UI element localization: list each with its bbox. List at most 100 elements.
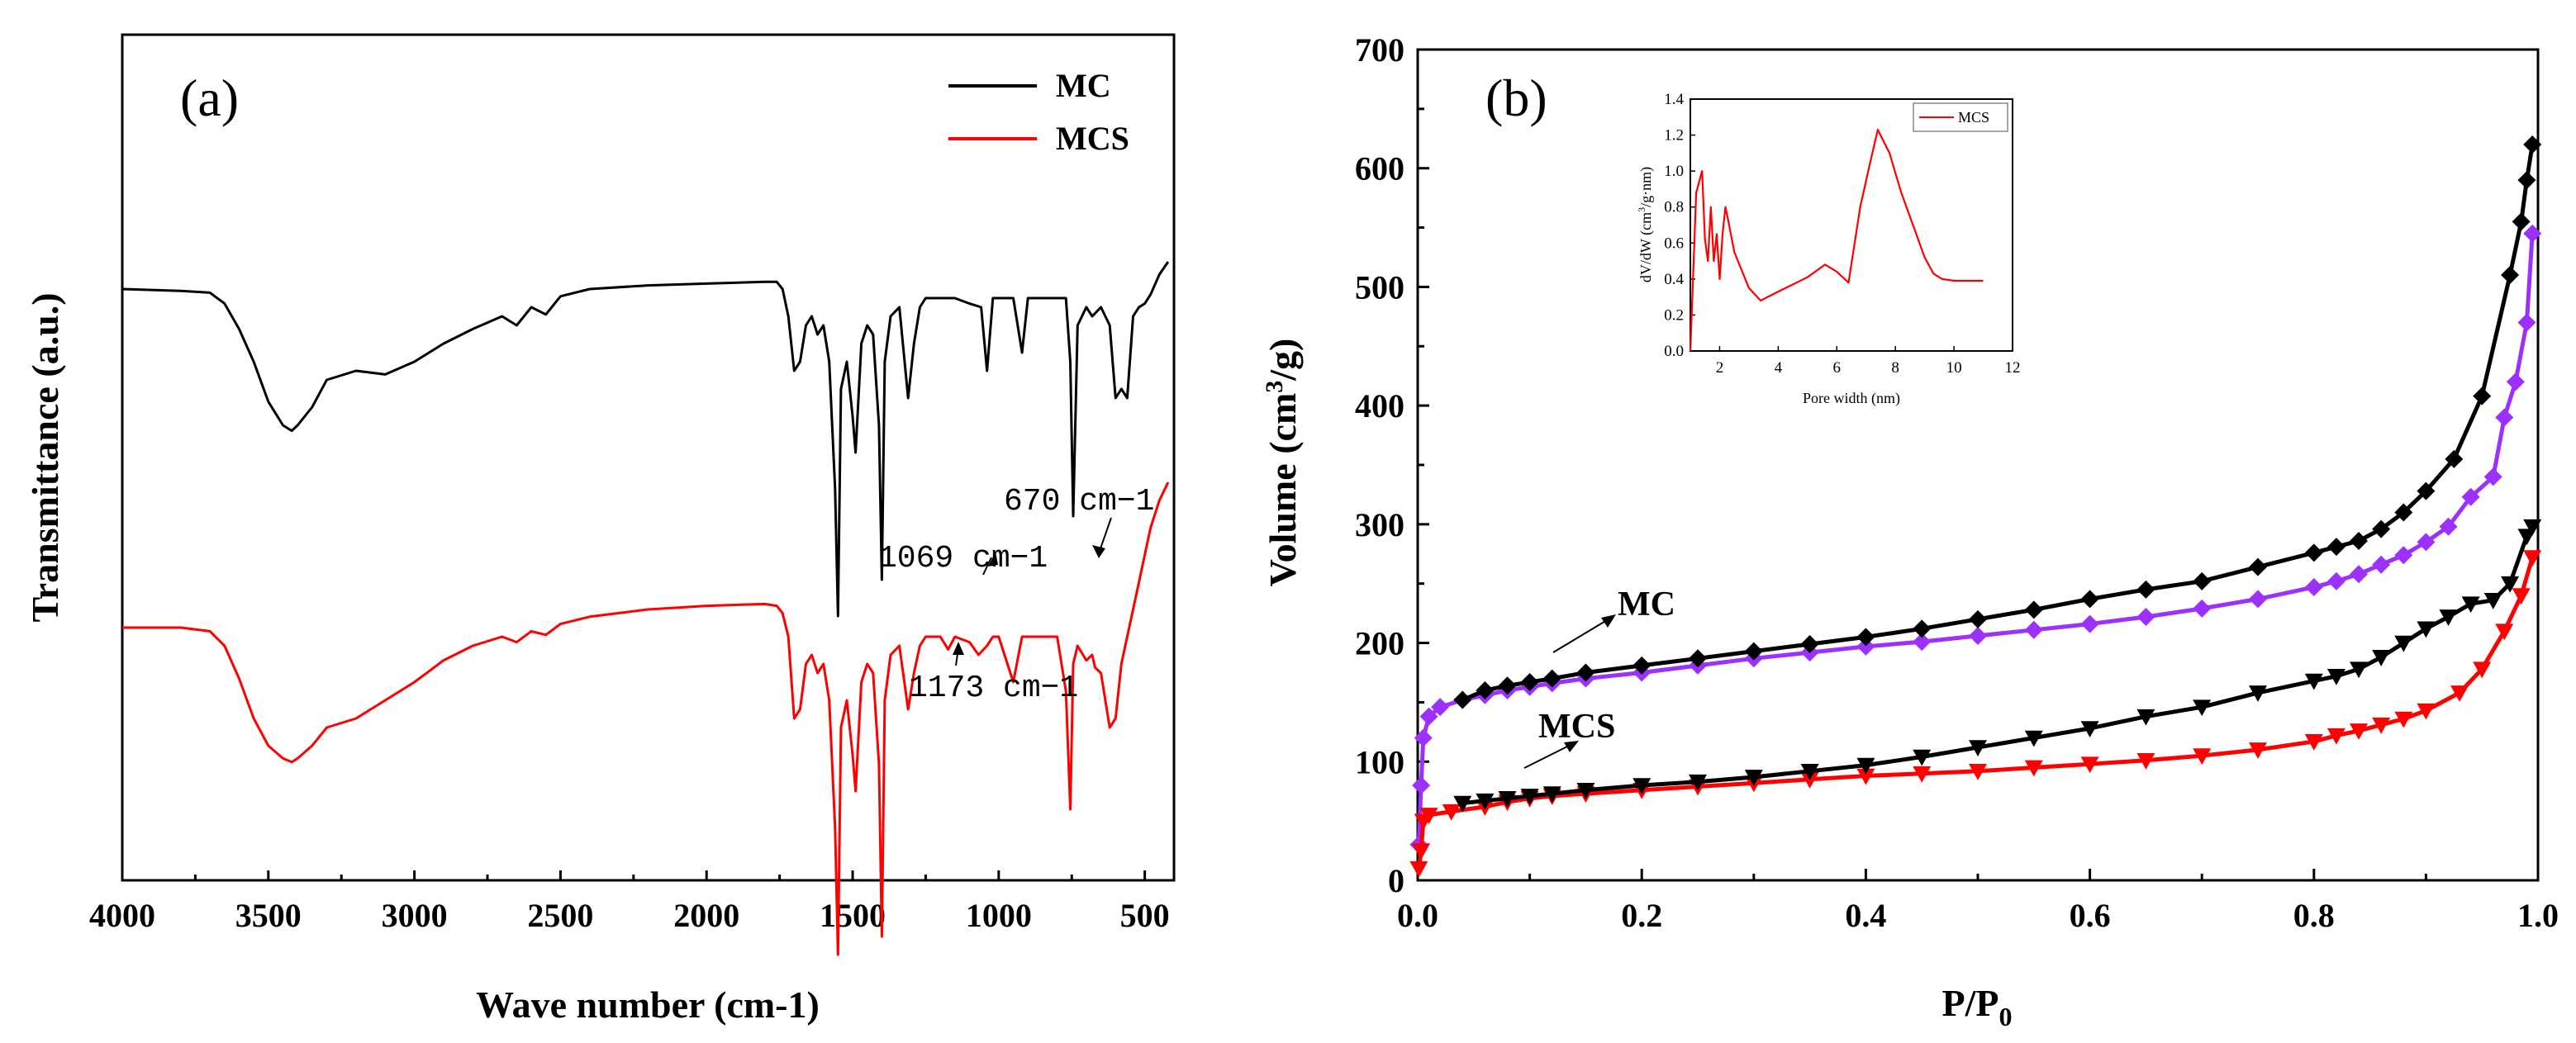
spectrum-mcs <box>122 481 1170 956</box>
inset-y-tick-label: 0.6 <box>1664 235 1684 252</box>
panel-b-x-tick-label: 1.0 <box>2517 897 2559 934</box>
isotherm-point <box>2080 614 2099 633</box>
panel-b-y-tick-label: 500 <box>1355 268 1404 306</box>
isotherm-point <box>2136 580 2155 599</box>
isotherm-point <box>1856 757 1875 775</box>
isotherm-point <box>2461 596 2480 614</box>
annotation-1173: 1173 cm−1 <box>909 671 1078 706</box>
panel-b-y-tick-label: 700 <box>1355 31 1404 69</box>
isotherm-point <box>1800 772 1819 789</box>
inset-ticks: 2 4 6 8 10 12 0.0 0.2 0.4 0.6 0.8 1.0 1.2 1.4 <box>1664 91 2020 377</box>
panel-a-series <box>121 261 1170 956</box>
isotherm-point <box>2394 503 2413 522</box>
isotherm-point <box>1800 763 1819 780</box>
panel-b-x-tick-label: 0.0 <box>1397 897 1438 934</box>
panel-b-y-tick-label: 100 <box>1355 743 1404 780</box>
isotherm-point <box>2326 669 2345 685</box>
annotation-1173-arrowhead <box>953 642 964 655</box>
inset-x-tick-label: 4 <box>1775 359 1783 377</box>
panel-b-x-tick-label: 0.8 <box>2293 897 2335 934</box>
inset-y-tick-label: 0.2 <box>1664 306 1684 324</box>
isotherm-point <box>1856 628 1875 647</box>
isotherm-point <box>2249 685 2267 702</box>
isotherm-point <box>2523 519 2542 536</box>
isotherm-point <box>2024 760 2043 777</box>
panel-a-frame <box>121 33 1176 882</box>
panel-b: 0.0 0.2 0.4 0.6 0.8 1.0 0 100 200 300 400 500 600 700… <box>1261 31 2559 1031</box>
inset-x-tick-label: 6 <box>1833 359 1842 377</box>
panel-a-x-tick-label: 1500 <box>820 897 886 934</box>
isotherm-point <box>2193 748 2212 766</box>
isotherm-point <box>2512 212 2531 231</box>
isotherm-point <box>1476 681 1495 700</box>
isotherm-point <box>2461 487 2480 506</box>
panel-b-y-axis-label: Volume (cm3/g) <box>1261 339 1304 587</box>
inset-series <box>1689 128 1984 352</box>
isotherm-point <box>2512 588 2531 605</box>
panel-a-x-tick-label: 3000 <box>382 897 448 934</box>
isotherm-point <box>1476 793 1495 810</box>
isotherm-point <box>1576 663 1595 682</box>
isotherm-point <box>2136 709 2155 726</box>
isotherm-point <box>2024 600 2043 619</box>
isotherm-point <box>2249 742 2267 759</box>
panel-b-y-tick-label: 600 <box>1355 150 1404 187</box>
isotherm-point <box>1689 774 1707 791</box>
isotherm-point <box>2483 593 2502 609</box>
isotherm-point <box>1969 740 1987 757</box>
annotation-670-arrowhead <box>1092 545 1105 558</box>
annotation-1069-arrowhead <box>988 552 998 567</box>
panel-b-x-tick-label: 0.4 <box>1845 897 1886 934</box>
isotherm-point <box>2517 529 2536 546</box>
isotherm-point <box>1453 690 1472 709</box>
series-label-mcs-arrow <box>1523 742 1575 769</box>
panel-b-y-tick-label: 300 <box>1355 506 1404 543</box>
isotherm-point <box>1409 860 1428 878</box>
isotherm-point <box>2473 386 2492 405</box>
annotation-1069: 1069 cm−1 <box>878 541 1048 576</box>
isotherm-point <box>1412 843 1431 860</box>
annotation-670: 670 cm−1 <box>1004 484 1154 519</box>
isotherm-point <box>2080 721 2099 738</box>
panel-b-y-tick-label: 0 <box>1388 862 1404 899</box>
isotherm-point <box>2439 517 2458 536</box>
isotherm-point <box>2394 546 2413 565</box>
isotherm-point <box>2517 313 2536 332</box>
isotherm-point <box>2326 571 2345 590</box>
panel-b-x-tick-label: 0.2 <box>1621 897 1662 934</box>
isotherm-point <box>2350 531 2369 550</box>
spectrum-mc <box>121 261 1170 618</box>
isotherm-point <box>2450 685 2469 702</box>
isotherm-point <box>1419 808 1438 824</box>
series-label-mc: MC <box>1618 586 1675 623</box>
panel-b-label: (b) <box>1485 69 1547 127</box>
panel-a-x-tick-label: 2000 <box>673 897 739 934</box>
isotherm-point <box>2523 135 2542 154</box>
series-label-mcs: MCS <box>1538 708 1615 746</box>
isotherm-point <box>1542 669 1561 688</box>
isotherm-point <box>1419 707 1438 726</box>
isotherm-point <box>1913 749 1932 766</box>
isotherm-point <box>2024 620 2043 639</box>
isotherm-point <box>1689 649 1707 668</box>
series-label-mcs-arrowhead <box>1564 741 1579 752</box>
panel-b-ticks: 0.0 0.2 0.4 0.6 0.8 1.0 0 100 200 300 400 500 600 700 <box>1355 31 2559 934</box>
isotherm-point <box>2326 538 2345 557</box>
isotherm-point <box>1412 776 1431 795</box>
isotherm-point <box>1969 763 1987 780</box>
inset-legend-label: MCS <box>1958 109 1989 126</box>
isotherm-point <box>2517 171 2536 190</box>
isotherm-point <box>2394 711 2413 728</box>
inset-x-axis-label: Pore width (nm) <box>1803 390 1900 407</box>
inset-y-tick-label: 1.0 <box>1664 163 1684 180</box>
inset-y-tick-label: 0.0 <box>1664 343 1684 360</box>
isotherm-point <box>2193 599 2212 618</box>
panel-a-x-tick-label: 4000 <box>89 897 155 934</box>
isotherm-point <box>1969 609 1987 628</box>
inset-pore-distribution: 2 4 6 8 10 12 0.0 0.2 0.4 0.6 0.8 1.0 1.2 1.4 MCS Por… <box>1636 91 2021 407</box>
isotherm-point <box>2523 550 2542 567</box>
isotherm-point <box>1520 672 1539 691</box>
panel-a-label: (a) <box>180 69 239 127</box>
isotherm-point <box>2193 699 2212 717</box>
isotherm-point <box>2304 673 2323 690</box>
